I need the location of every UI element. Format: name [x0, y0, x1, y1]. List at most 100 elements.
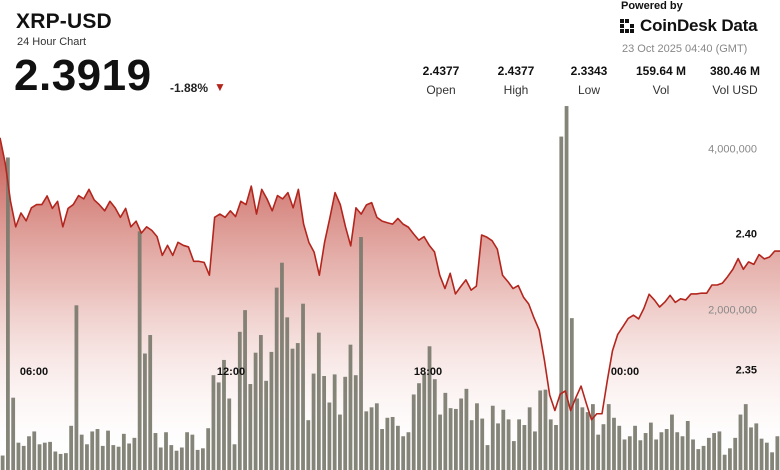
- volume-bar: [369, 407, 374, 470]
- x-tick-label: 12:00: [217, 366, 245, 378]
- volume-bar: [533, 431, 537, 470]
- stat-vol-usd: 380.46 M Vol USD: [695, 64, 775, 97]
- volume-bar: [380, 429, 384, 470]
- volume-bar: [132, 437, 137, 470]
- volume-bar: [738, 414, 743, 470]
- volume-bar: [269, 351, 274, 470]
- volume-bar: [469, 420, 474, 470]
- volume-bar: [390, 416, 395, 470]
- volume-bar: [527, 407, 532, 470]
- volume-bar: [580, 407, 585, 470]
- volume-bar: [63, 453, 68, 470]
- volume-bar: [459, 398, 464, 470]
- volume-bar: [237, 331, 242, 470]
- volume-bar: [374, 403, 379, 470]
- volume-bar: [127, 443, 132, 470]
- volume-bar: [111, 445, 116, 470]
- volume-bar: [53, 451, 58, 470]
- stat-low-value: 2.3343: [570, 64, 608, 78]
- volume-bar: [759, 438, 764, 470]
- volume-bar: [764, 442, 769, 470]
- volume-bar: [396, 425, 400, 470]
- volume-bar: [401, 436, 406, 470]
- stat-high: 2.4377 High: [476, 64, 556, 97]
- volume-bar: [501, 409, 506, 470]
- down-triangle-icon: ▼: [214, 80, 226, 94]
- volume-bar: [453, 408, 458, 470]
- pair-title: XRP-USD: [16, 10, 112, 33]
- volume-bar: [722, 454, 727, 470]
- volume-bar: [332, 374, 337, 470]
- volume-bar: [385, 417, 390, 470]
- volume-bar: [121, 433, 126, 470]
- volume-bar: [311, 373, 316, 470]
- volume-bar: [338, 414, 342, 470]
- volume-bar: [74, 305, 79, 470]
- volume-bar: [506, 419, 511, 470]
- volume-bar: [685, 420, 690, 470]
- volume-bar: [32, 431, 37, 470]
- volume-bar: [243, 310, 247, 470]
- volume-bar: [158, 447, 163, 470]
- volume-bar: [16, 442, 21, 470]
- volume-bar: [696, 449, 701, 470]
- volume-bar: [564, 106, 569, 470]
- price-tick-label: 2.35: [736, 364, 757, 376]
- volume-bar: [27, 436, 31, 470]
- volume-bar: [306, 420, 311, 470]
- volume-bar: [496, 423, 500, 470]
- volume-bar: [743, 404, 748, 470]
- volume-bar: [411, 394, 416, 470]
- volume-bar: [511, 441, 516, 470]
- volume-bar: [148, 335, 153, 470]
- volume-bar: [517, 419, 522, 470]
- volume-bar: [143, 353, 147, 470]
- volume-bar: [169, 445, 174, 470]
- volume-bar: [295, 343, 300, 470]
- volume-bar: [490, 405, 495, 470]
- volume-bar: [280, 262, 284, 470]
- price-change: -1.88%: [170, 81, 209, 95]
- volume-bar: [48, 441, 52, 470]
- current-price: 2.3919: [14, 51, 152, 100]
- stat-vol: 159.64 M Vol: [621, 64, 701, 97]
- timestamp: 23 Oct 2025 04:40 (GMT): [622, 43, 748, 55]
- volume-tick-label: 2,000,000: [708, 304, 757, 316]
- volume-bar: [100, 445, 105, 470]
- volume-bar: [633, 425, 637, 470]
- stat-vol-usd-label: Vol USD: [712, 83, 758, 97]
- volume-bar: [448, 408, 453, 470]
- volume-bar: [179, 447, 184, 470]
- volume-bar: [69, 425, 74, 470]
- volume-bar: [554, 425, 558, 470]
- volume-bar: [627, 436, 632, 470]
- volume-bar: [596, 434, 601, 470]
- volume-bar: [90, 431, 95, 470]
- volume-bar: [174, 450, 179, 470]
- axis-labels: 06:00 12:00 18:00 00:00 2.40 2.35 4,000,000 2,0…: [20, 144, 757, 378]
- volume-bar: [264, 380, 269, 470]
- volume-bar: [475, 403, 479, 470]
- volume-bar: [548, 419, 553, 470]
- volume-bar: [348, 344, 353, 470]
- volume-bar: [222, 359, 226, 470]
- volume-bar: [728, 448, 732, 470]
- volume-bar: [301, 303, 305, 470]
- volume-bar: [427, 346, 432, 470]
- x-tick-label: 18:00: [414, 366, 442, 378]
- volume-bar: [770, 452, 774, 470]
- volume-bar: [443, 392, 448, 470]
- volume-bar: [706, 437, 711, 470]
- volume-bar: [575, 398, 579, 470]
- volume-bar: [11, 397, 16, 470]
- volume-bar: [585, 412, 590, 470]
- volume-bar: [21, 445, 26, 470]
- volume-bar: [79, 434, 84, 470]
- stat-vol-value: 159.64 M: [635, 64, 687, 78]
- volume-bar: [659, 432, 664, 470]
- volume-bar: [591, 404, 595, 470]
- volume-bar: [190, 434, 195, 470]
- volume-bar: [285, 317, 290, 470]
- volume-bar: [480, 418, 485, 470]
